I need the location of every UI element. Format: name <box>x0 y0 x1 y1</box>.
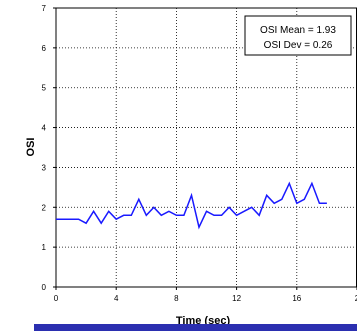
x-tick-label: 8 <box>174 294 179 303</box>
x-tick-label: 0 <box>54 294 59 303</box>
x-tick-label: 12 <box>232 294 241 303</box>
bottom-color-bar <box>0 324 357 331</box>
bottom-color-bar-accent <box>0 324 34 331</box>
y-tick-label: 5 <box>42 84 47 93</box>
osi-stats-box: OSI Mean = 1.93 OSI Dev = 0.26 <box>244 15 352 56</box>
grid-lines <box>56 8 357 287</box>
y-tick-label: 6 <box>42 44 47 53</box>
y-axis-title: OSI <box>25 138 37 157</box>
x-tick-label: 2 <box>355 294 357 303</box>
axis-ticks: 0123456704812162 <box>42 4 357 303</box>
y-tick-label: 7 <box>42 4 47 13</box>
y-tick-label: 3 <box>42 163 47 172</box>
osi-series-line <box>56 181 327 230</box>
y-tick-label: 2 <box>42 203 47 212</box>
osi-dev-text: OSI Dev = 0.26 <box>264 40 333 51</box>
x-tick-label: 16 <box>292 294 301 303</box>
y-tick-label: 1 <box>42 243 47 252</box>
osi-stats-box-frame <box>244 15 352 56</box>
y-tick-label: 0 <box>42 283 47 292</box>
x-tick-label: 4 <box>114 294 119 303</box>
osi-mean-text: OSI Mean = 1.93 <box>260 25 336 36</box>
y-tick-label: 4 <box>42 124 47 133</box>
